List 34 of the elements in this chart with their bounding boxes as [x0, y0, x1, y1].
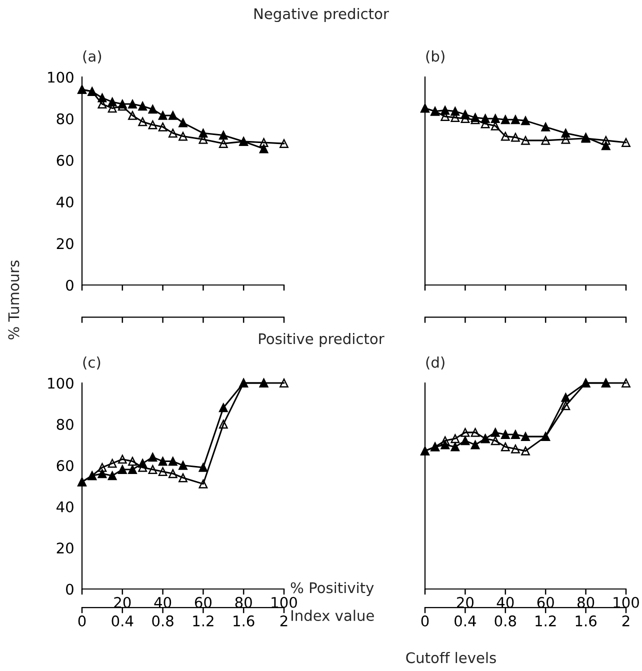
x2-tick-label: 0.4 — [454, 615, 476, 626]
y-tick-label: 60 — [56, 154, 74, 166]
chart-title: (c) — [83, 356, 100, 370]
y-tick-label: 60 — [56, 460, 74, 472]
y-tick-label: 0 — [66, 584, 74, 595]
y-tick-label: 20 — [56, 238, 74, 250]
x2-tick-label: 1.2 — [536, 615, 556, 626]
x2-tick-label: 1.6 — [234, 615, 254, 626]
x2-tick-label: 0.8 — [494, 615, 516, 626]
x-axis-title: % Positivity — [290, 582, 374, 596]
text: Cutoff levels — [406, 652, 496, 664]
x2-tick-label: 1.6 — [576, 615, 596, 626]
y-tick-label: 100 — [48, 72, 74, 83]
y-tick-label: 80 — [56, 113, 74, 124]
x2-tick-label: 0.8 — [152, 615, 174, 626]
x2-axis-title: Index value — [291, 610, 374, 622]
y-tick-label: 20 — [56, 542, 74, 554]
y-tick-label: 100 — [48, 378, 74, 389]
chart-title: (b) — [426, 50, 444, 64]
y-tick-label: 40 — [56, 501, 74, 512]
x2-tick-label: 0 — [421, 615, 429, 626]
x2-tick-label: 2 — [280, 615, 288, 626]
x2-tick-label: 1.2 — [193, 615, 214, 626]
y-tick-label: 0 — [66, 280, 74, 291]
chart-title: (a) — [83, 50, 102, 64]
chart-title: (d) — [426, 356, 444, 370]
y-tick-label: 80 — [56, 418, 74, 430]
x2-tick-label: 0 — [78, 615, 86, 626]
text: Positive predictor — [259, 332, 384, 348]
x2-tick-label: 0.4 — [112, 615, 134, 626]
y-tick-label: 40 — [56, 196, 74, 208]
y-axis-title: % Tumours — [8, 260, 20, 340]
x2-tick-label: 2 — [622, 615, 630, 626]
text: Negative predictor — [254, 8, 389, 22]
